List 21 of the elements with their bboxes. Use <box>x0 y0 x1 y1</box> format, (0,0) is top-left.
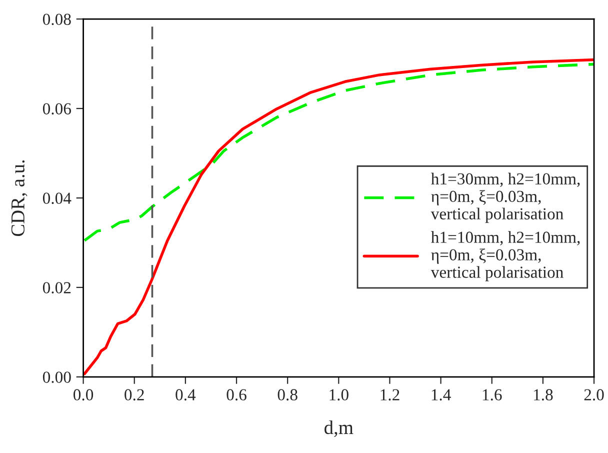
x-tick-label: 1.2 <box>380 389 400 401</box>
x-tick-label: 1.6 <box>482 389 502 401</box>
line-series <box>83 58 594 376</box>
x-tick-label: 1.8 <box>534 389 553 401</box>
y-tick-label: 0.04 <box>42 192 72 204</box>
x-axis-title: d,m <box>324 420 354 437</box>
x-tick-label: 0.6 <box>226 389 246 401</box>
y-tick-label: 0.08 <box>42 14 71 26</box>
x-tick-label: 1.0 <box>330 389 348 401</box>
legend-label: h1=30mm, h2=10mm, η=0m, ξ=0.03m, vertical polarisation <box>430 172 580 223</box>
legend-label: h1=10mm, h2=10mm, η=0m, ξ=0.03m, vertical polarisation <box>430 231 580 282</box>
y-tick-label: 0.00 <box>42 372 71 383</box>
x-tick-label: 2.0 <box>584 389 604 401</box>
y-axis-title: CDR, a.u. <box>11 160 28 236</box>
x-tick-label: 0.8 <box>278 389 298 401</box>
x-tick-label: 1.4 <box>432 389 451 401</box>
x-tick-label: 0.2 <box>124 389 144 401</box>
x-tick-label: 0.0 <box>74 389 94 401</box>
x-tick-label: 0.4 <box>176 389 196 401</box>
y-tick-label: 0.06 <box>42 103 71 115</box>
y-tick-label: 0.02 <box>42 282 71 294</box>
